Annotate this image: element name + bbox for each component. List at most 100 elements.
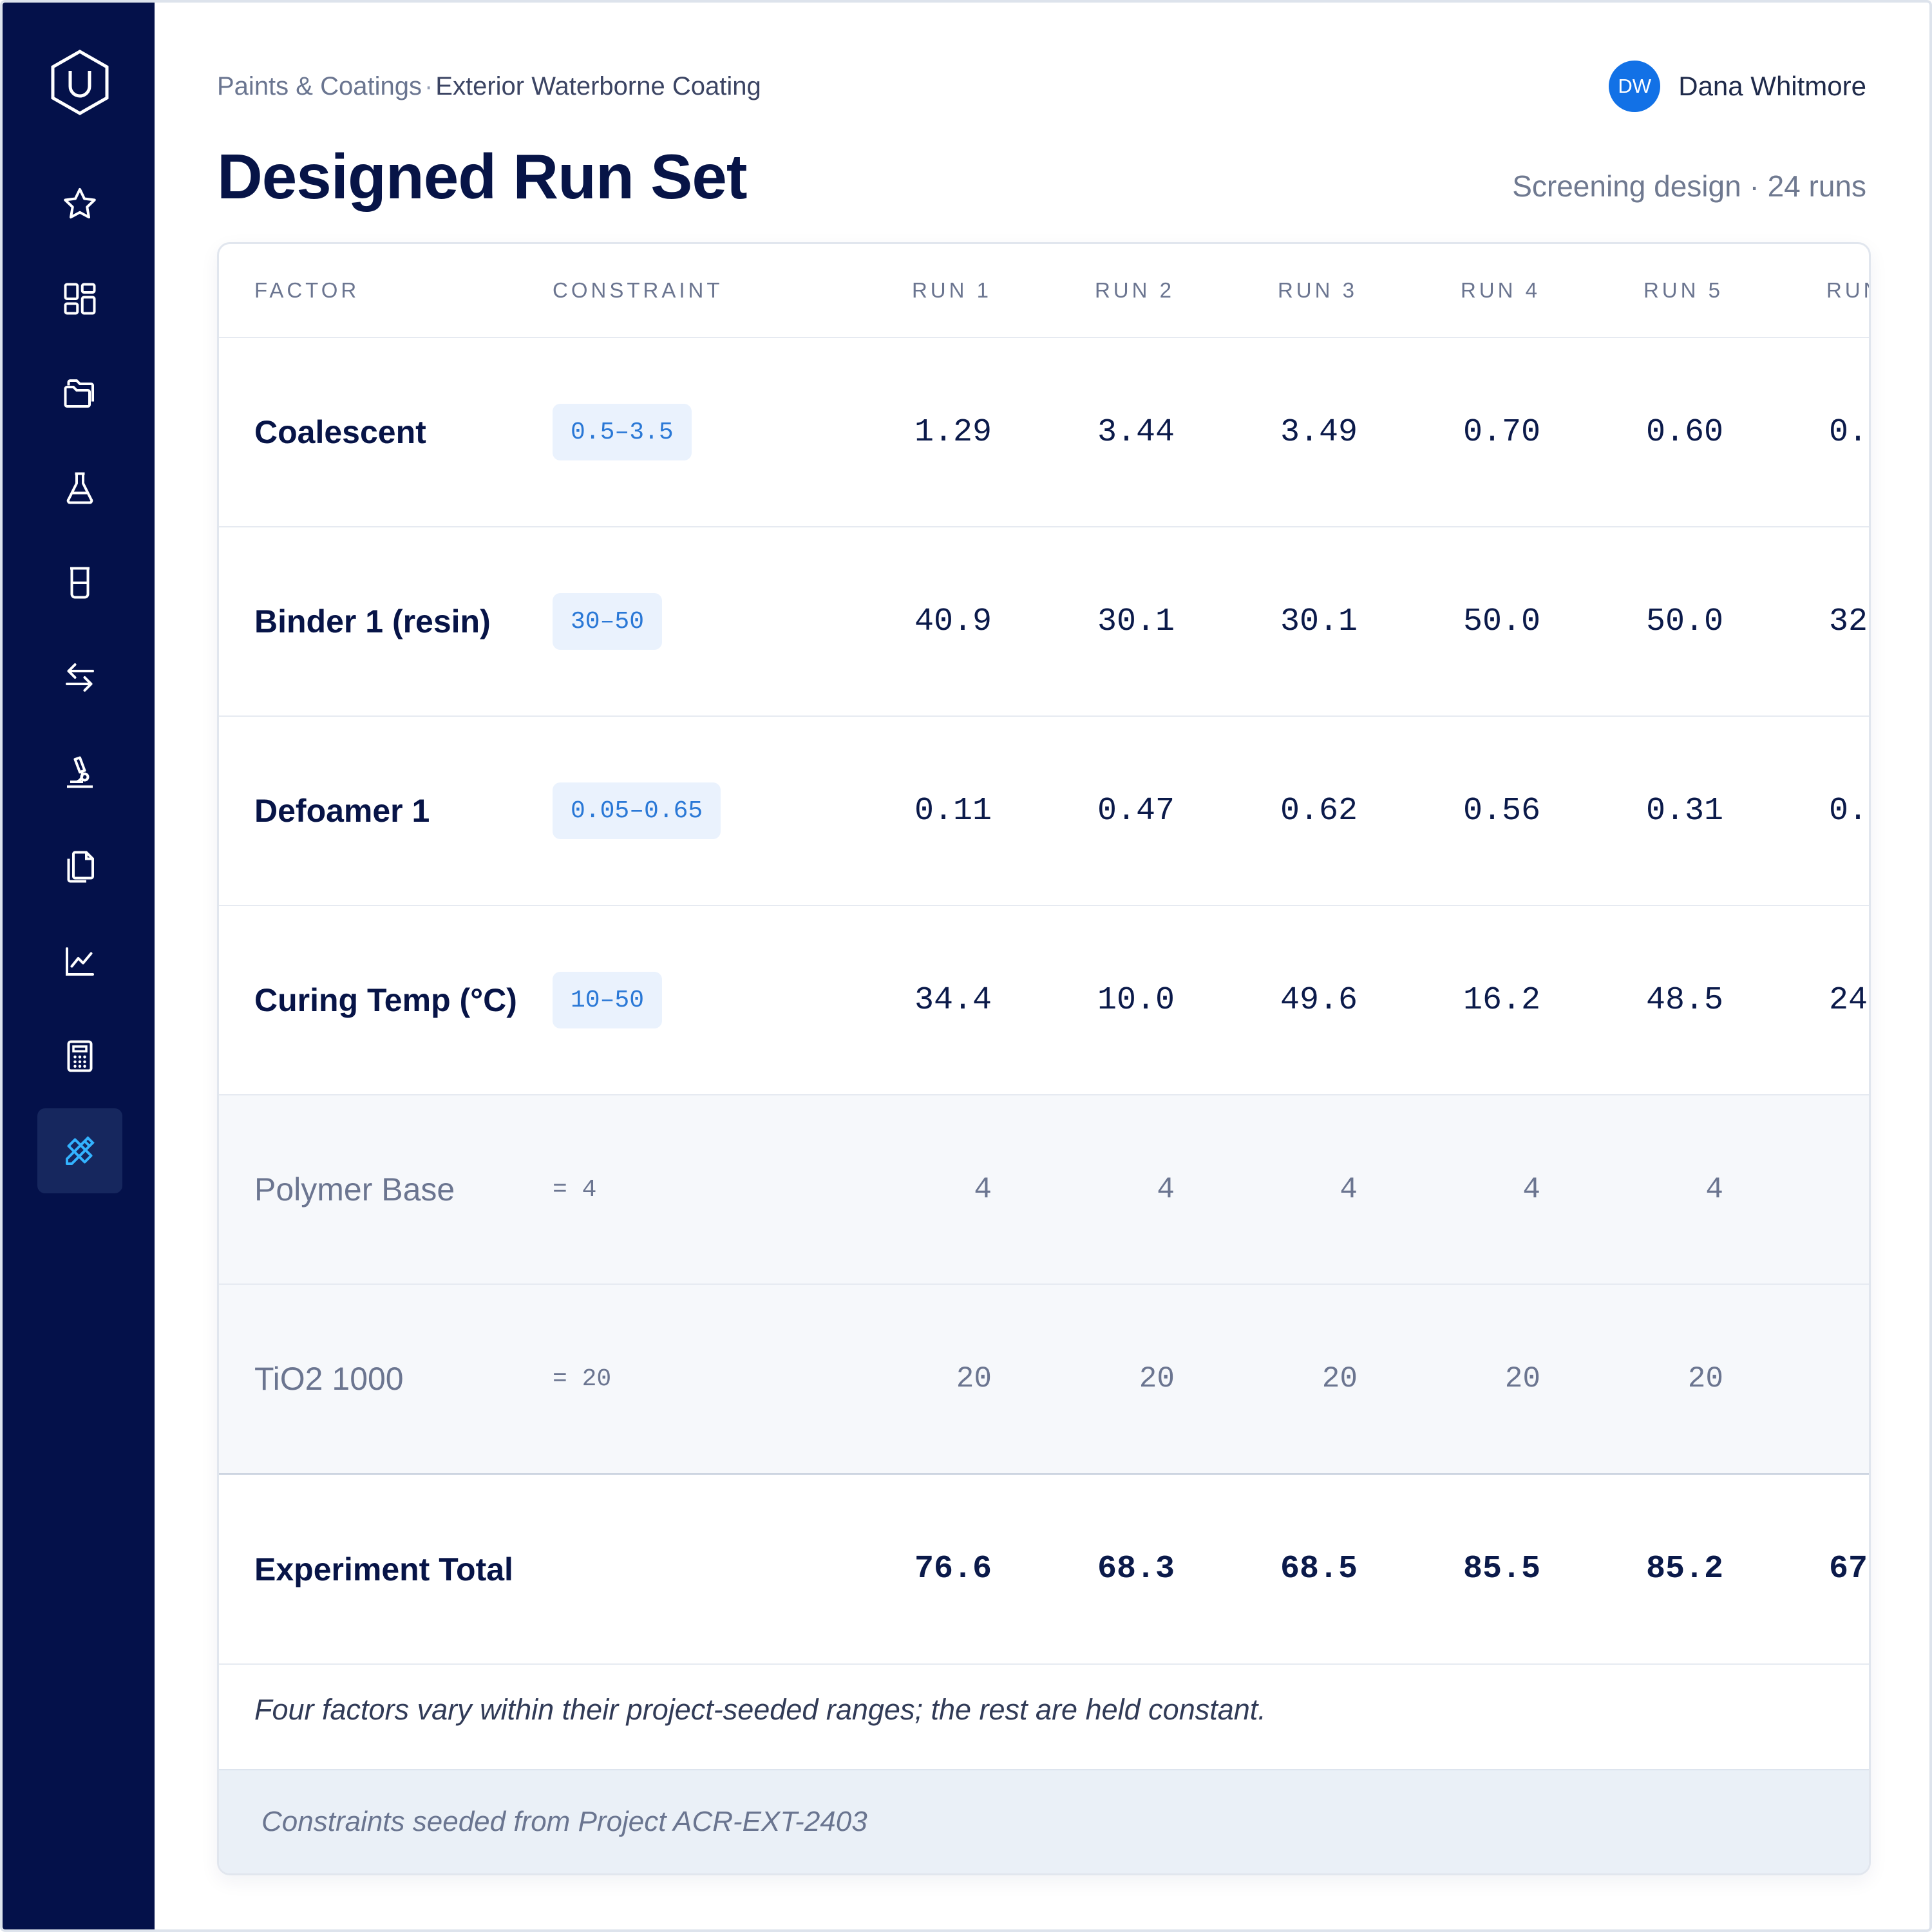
avatar[interactable]: DW	[1609, 61, 1661, 112]
calculator-icon	[67, 1040, 93, 1072]
table-row-total: Experiment Total 76.6 68.3 68.5 85.5 85.…	[219, 1473, 1869, 1665]
run-value: 30.1	[1280, 603, 1358, 640]
page-title: Designed Run Set	[217, 141, 748, 212]
run-value: 0.60	[1645, 413, 1723, 451]
breadcrumb-separator: ·	[424, 72, 433, 100]
user-menu[interactable]: DW Dana Whitmore	[1609, 61, 1866, 112]
sidebar-item-dashboard[interactable]	[37, 256, 122, 341]
dashboard-icon	[64, 283, 96, 315]
user-name: Dana Whitmore	[1678, 71, 1866, 101]
sidebar-item-calculator[interactable]	[37, 1014, 122, 1099]
constraints-source: Constraints seeded from Project ACR-EXT-…	[261, 1806, 867, 1837]
column-header-factor: FACTOR	[254, 278, 360, 302]
column-header-run-3: RUN 3	[1277, 278, 1358, 302]
sidebar-item-projects[interactable]	[37, 351, 122, 436]
run-value: 48.5	[1645, 981, 1723, 1019]
run-value: 4	[1157, 1173, 1175, 1206]
sidebar-item-transfer[interactable]	[37, 635, 122, 720]
run-value: 20	[1321, 1362, 1358, 1396]
breadcrumb-parent-link[interactable]: Paints & Coatings	[217, 72, 422, 100]
design-summary: Screening design · 24 runs	[1512, 169, 1866, 203]
run-value: 4	[1340, 1173, 1358, 1206]
run-value: 10.0	[1097, 981, 1175, 1019]
run-value: 20	[1777, 1285, 1869, 1473]
column-header-run-1: RUN 1	[911, 278, 992, 302]
run-value: 4	[1777, 1095, 1869, 1283]
run-value: 0.58	[1828, 792, 1869, 829]
total-value: 68.5	[1280, 1551, 1358, 1587]
sidebar-item-favorites[interactable]	[37, 162, 122, 247]
run-value: 4	[1522, 1173, 1540, 1206]
beaker-icon	[70, 567, 90, 599]
table-note: Four factors vary within their project-s…	[254, 1693, 1266, 1726]
factor-name: Coalescent	[254, 414, 426, 450]
breadcrumb-current: Exterior Waterborne Coating	[435, 72, 761, 100]
transfer-icon	[66, 663, 94, 692]
column-header-run-6: RUN 6	[1826, 278, 1869, 302]
constraint-chip[interactable]: 30–50	[553, 593, 663, 650]
run-value: 3.49	[1280, 413, 1358, 451]
factor-name: Binder 1 (resin)	[254, 603, 491, 639]
run-value: 50.0	[1463, 603, 1540, 640]
sidebar-item-analytics[interactable]	[37, 919, 122, 1004]
run-set-table: FACTOR CONSTRAINT RUN 1 RUN 2 RUN 3 RUN …	[217, 242, 1871, 1875]
run-value: 0.52	[1828, 413, 1869, 451]
run-value: 24.5	[1828, 981, 1869, 1019]
table-footer: Constraints seeded from Project ACR-EXT-…	[219, 1769, 1869, 1873]
run-value: 32.4	[1828, 603, 1869, 640]
flask-icon	[66, 472, 93, 504]
total-label: Experiment Total	[254, 1551, 513, 1587]
sidebar-item-design[interactable]	[37, 1108, 122, 1193]
run-value: 3.44	[1097, 413, 1175, 451]
run-value: 30.1	[1097, 603, 1175, 640]
table-header-row: FACTOR CONSTRAINT RUN 1 RUN 2 RUN 3 RUN …	[219, 244, 1869, 338]
run-value: 0.31	[1645, 792, 1723, 829]
total-value: 68.3	[1097, 1551, 1175, 1587]
factor-name: Polymer Base	[254, 1171, 455, 1208]
column-header-constraint: CONSTRAINT	[553, 278, 723, 302]
column-header-run-5: RUN 5	[1643, 278, 1723, 302]
run-value: 40.9	[914, 603, 992, 640]
table-row-curing-temp: Curing Temp (°C) 10–50 34.4 10.0 49.6 16…	[219, 906, 1869, 1095]
run-value: 20	[1139, 1362, 1175, 1396]
table-row-defoamer: Defoamer 1 0.05–0.65 0.11 0.47 0.62 0.56…	[219, 717, 1869, 906]
sidebar	[3, 3, 155, 1929]
table-row-polymer-base: Polymer Base = 4 4 4 4 4 4 4	[219, 1095, 1869, 1285]
run-value: 20	[956, 1362, 992, 1396]
sidebar-item-lab[interactable]	[37, 730, 122, 815]
factor-name: TiO2 1000	[254, 1361, 404, 1397]
app-logo[interactable]	[49, 49, 111, 116]
sidebar-item-documents[interactable]	[37, 824, 122, 909]
run-value: 34.4	[914, 981, 992, 1019]
sidebar-item-experiments[interactable]	[37, 446, 122, 531]
run-value: 20	[1687, 1362, 1723, 1396]
run-value: 0.11	[914, 792, 992, 829]
run-value: 0.56	[1463, 792, 1540, 829]
run-value: 0.62	[1280, 792, 1358, 829]
run-value: 4	[974, 1173, 992, 1206]
fixed-constraint: = 4	[553, 1175, 597, 1204]
constraint-chip[interactable]: 0.05–0.65	[553, 782, 721, 839]
table-row-binder: Binder 1 (resin) 30–50 40.9 30.1 30.1 50…	[219, 527, 1869, 717]
star-icon	[64, 187, 96, 219]
documents-icon	[67, 851, 94, 883]
sidebar-item-samples[interactable]	[37, 540, 122, 625]
constraint-chip[interactable]: 0.5–3.5	[553, 404, 692, 460]
run-value: 0.70	[1463, 413, 1540, 451]
run-value: 4	[1705, 1173, 1723, 1206]
breadcrumb: Paints & Coatings · Exterior Waterborne Co…	[217, 67, 771, 106]
total-value: 85.5	[1463, 1551, 1540, 1587]
folder-icon	[64, 379, 94, 408]
fixed-constraint: = 20	[553, 1365, 612, 1393]
run-value: 16.2	[1463, 981, 1540, 1019]
table-row-tio2: TiO2 1000 = 20 20 20 20 20 20 20	[219, 1285, 1869, 1473]
run-value: 1.29	[914, 413, 992, 451]
run-value: 49.6	[1280, 981, 1358, 1019]
chart-icon	[66, 947, 94, 976]
microscope-icon	[67, 756, 93, 788]
total-value: 85.2	[1645, 1551, 1723, 1587]
column-header-run-4: RUN 4	[1460, 278, 1540, 302]
constraint-chip[interactable]: 10–50	[553, 972, 663, 1028]
run-value: 20	[1504, 1362, 1540, 1396]
